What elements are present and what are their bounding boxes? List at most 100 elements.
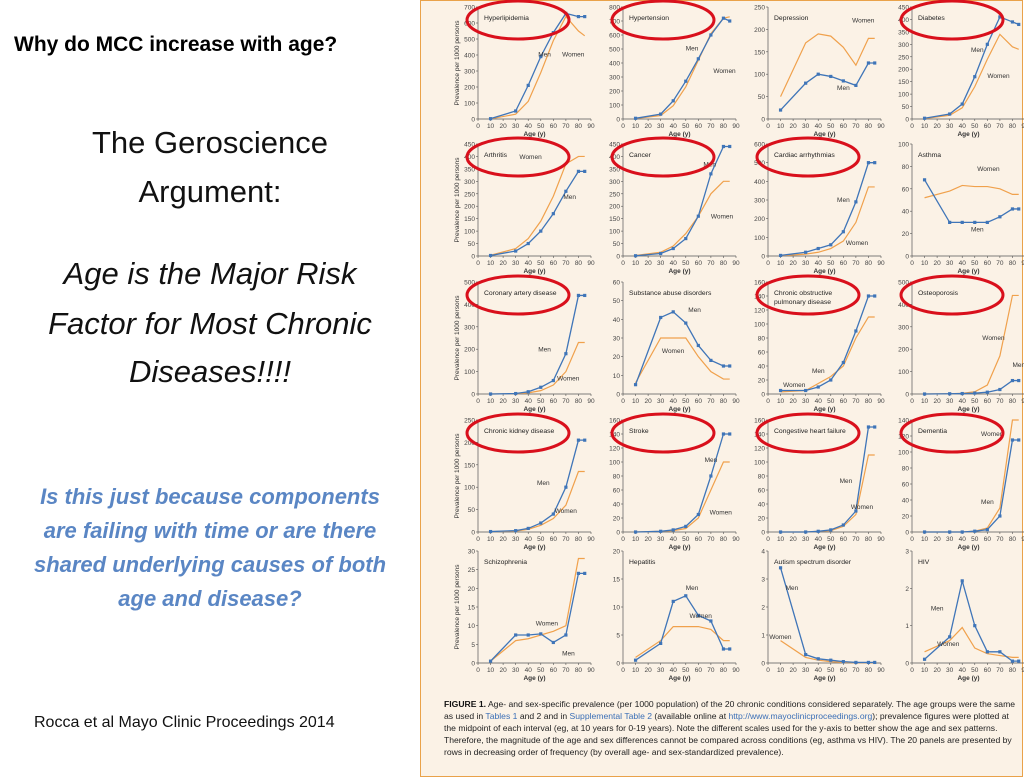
x-tick-label: 10 — [921, 667, 929, 674]
x-tick-label: 0 — [476, 398, 480, 405]
x-tick-label: 80 — [575, 536, 583, 543]
x-tick-label: 10 — [632, 667, 640, 674]
y-tick-label: 200 — [464, 347, 475, 354]
highlight-circle — [899, 0, 1005, 41]
x-tick-label: 10 — [487, 667, 495, 674]
x-tick-label: 60 — [984, 123, 992, 130]
y-tick-label: 20 — [902, 514, 910, 521]
men-series-label: Men — [981, 499, 994, 506]
men-series-line — [780, 426, 875, 533]
claim-line-3: Diseases!!!! — [129, 354, 291, 389]
y-tick-label: 120 — [754, 446, 765, 453]
caption-link-url[interactable]: http://www.mayoclinicproceedings.org — [728, 711, 873, 721]
men-data-point — [514, 249, 518, 253]
men-series-label: Men — [563, 194, 576, 201]
x-tick-label: 40 — [959, 123, 967, 130]
y-tick-label: 100 — [754, 322, 765, 329]
men-data-point — [866, 660, 871, 665]
y-tick-label: 10 — [468, 623, 476, 630]
x-tick-label: 30 — [657, 398, 665, 405]
slide-text-panel: Why do MCC increase with age? The Gerosc… — [0, 0, 420, 778]
y-tick-label: 0 — [905, 254, 909, 261]
y-tick-label: 300 — [464, 179, 475, 186]
x-tick-label: 80 — [720, 536, 728, 543]
men-data-point — [948, 530, 952, 534]
men-data-point — [778, 566, 783, 570]
x-tick-label: 90 — [1021, 260, 1024, 267]
x-tick-label: 60 — [550, 398, 558, 405]
men-series-line — [780, 295, 875, 392]
y-tick-label: 0 — [761, 254, 765, 261]
y-tick-label: 350 — [609, 166, 620, 173]
x-tick-label: 70 — [996, 536, 1004, 543]
y-tick-label: 3 — [905, 549, 909, 556]
men-data-point — [1010, 20, 1015, 24]
men-series-line — [780, 162, 875, 257]
y-tick-label: 0 — [471, 117, 475, 124]
men-data-point — [684, 594, 688, 598]
y-tick-label: 100 — [754, 235, 765, 242]
men-data-point — [696, 343, 700, 348]
caption-link-tables[interactable]: Tables 1 — [485, 711, 518, 721]
x-axis-label: Age (y) — [957, 131, 979, 138]
y-tick-label: 15 — [613, 577, 621, 584]
x-tick-label: 60 — [984, 398, 992, 405]
caption-link-supplemental[interactable]: Supplemental Table 2 — [569, 711, 653, 721]
men-data-point — [866, 61, 871, 65]
y-tick-label: 100 — [754, 460, 765, 467]
x-tick-label: 90 — [877, 260, 885, 267]
x-tick-label: 60 — [550, 667, 558, 674]
x-tick-label: 70 — [707, 123, 715, 130]
x-tick-label: 40 — [670, 260, 678, 267]
x-tick-label: 30 — [946, 398, 954, 405]
men-data-point — [684, 79, 688, 83]
y-tick-label: 0 — [761, 117, 765, 124]
men-series-line — [924, 439, 1019, 533]
x-tick-label: 50 — [827, 536, 835, 543]
men-data-point — [1017, 659, 1021, 663]
highlight-circle — [610, 0, 716, 41]
x-tick-label: 60 — [840, 667, 848, 674]
caption-text-4: ); prevalence figures were plotted at th… — [444, 711, 1012, 757]
x-tick-label: 60 — [840, 123, 848, 130]
y-tick-label: 20 — [758, 378, 766, 385]
y-tick-label: 2 — [905, 586, 909, 593]
y-tick-label: 5 — [471, 642, 475, 649]
x-tick-label: 20 — [499, 536, 507, 543]
men-data-point — [804, 653, 808, 657]
men-data-point — [709, 358, 713, 362]
highlight-circle — [465, 136, 571, 178]
x-tick-label: 40 — [815, 536, 823, 543]
y-tick-label: 20 — [613, 354, 621, 361]
men-data-point — [841, 79, 845, 83]
x-tick-label: 70 — [996, 260, 1004, 267]
y-tick-label: 1 — [761, 633, 765, 640]
x-tick-label: 20 — [789, 536, 797, 543]
y-axis-label: Prevalence per 1000 persons — [454, 20, 461, 106]
x-tick-label: 20 — [499, 123, 507, 130]
women-series-label: Women — [769, 634, 792, 641]
y-tick-label: 60 — [902, 482, 910, 489]
y-tick-label: 200 — [464, 85, 475, 92]
men-series-label: Men — [786, 585, 799, 592]
y-tick-label: 200 — [898, 67, 909, 74]
men-data-point — [948, 392, 952, 396]
men-data-point — [854, 329, 858, 333]
men-series-line — [634, 311, 730, 385]
y-tick-label: 80 — [902, 164, 910, 171]
x-tick-label: 0 — [910, 536, 914, 543]
x-tick-label: 90 — [877, 667, 885, 674]
x-tick-label: 0 — [476, 123, 480, 130]
women-series-line — [924, 184, 1019, 199]
y-tick-label: 0 — [761, 530, 765, 537]
x-tick-label: 80 — [1009, 667, 1017, 674]
x-tick-label: 50 — [537, 260, 545, 267]
panel-arthritis: 0 50 100 150 200 250 300 350 400 450 0 10 20 30 40 50 60… — [454, 136, 595, 275]
x-tick-label: 30 — [512, 667, 520, 674]
y-tick-label: 100 — [464, 229, 475, 236]
men-data-point — [526, 390, 530, 394]
x-tick-label: 80 — [575, 260, 583, 267]
y-tick-label: 500 — [609, 47, 620, 54]
x-tick-label: 10 — [921, 536, 929, 543]
